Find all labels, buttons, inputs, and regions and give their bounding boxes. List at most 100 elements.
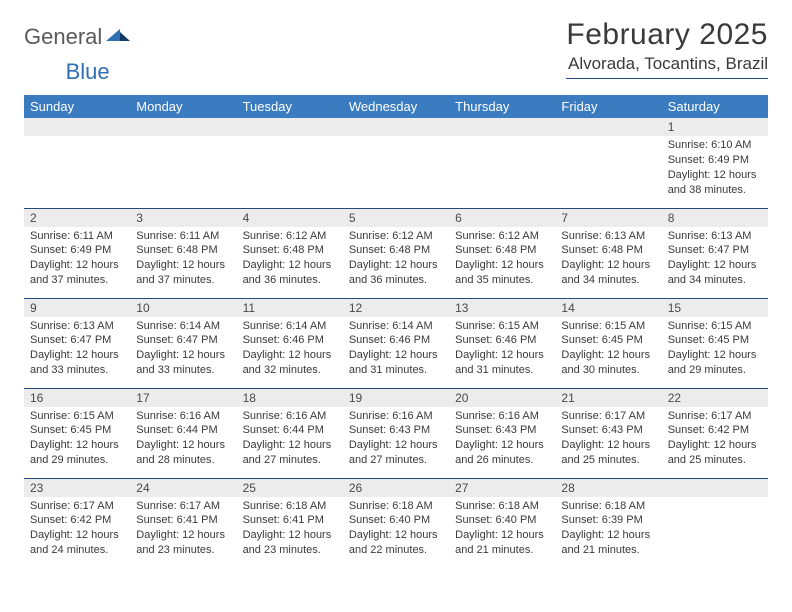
col-thursday: Thursday: [449, 95, 555, 118]
calendar-cell: 6Sunrise: 6:12 AMSunset: 6:48 PMDaylight…: [449, 208, 555, 298]
daylight-text: Daylight: 12 hours and 22 minutes.: [349, 528, 443, 558]
daylight-text: Daylight: 12 hours and 25 minutes.: [561, 438, 655, 468]
day-details: Sunrise: 6:15 AMSunset: 6:45 PMDaylight:…: [662, 317, 768, 382]
sunrise-text: Sunrise: 6:11 AM: [30, 229, 124, 244]
day-details: Sunrise: 6:13 AMSunset: 6:47 PMDaylight:…: [662, 227, 768, 292]
day-number: 18: [237, 389, 343, 407]
daylight-text: Daylight: 12 hours and 26 minutes.: [455, 438, 549, 468]
day-number: 4: [237, 209, 343, 227]
sunset-text: Sunset: 6:43 PM: [349, 423, 443, 438]
sunset-text: Sunset: 6:43 PM: [561, 423, 655, 438]
sunrise-text: Sunrise: 6:16 AM: [455, 409, 549, 424]
day-number: 5: [343, 209, 449, 227]
sunrise-text: Sunrise: 6:13 AM: [30, 319, 124, 334]
day-number: 16: [24, 389, 130, 407]
calendar-week: 1Sunrise: 6:10 AMSunset: 6:49 PMDaylight…: [24, 118, 768, 208]
sunrise-text: Sunrise: 6:17 AM: [136, 499, 230, 514]
calendar-table: Sunday Monday Tuesday Wednesday Thursday…: [24, 95, 768, 568]
day-number: [130, 118, 236, 136]
sunrise-text: Sunrise: 6:18 AM: [243, 499, 337, 514]
daylight-text: Daylight: 12 hours and 23 minutes.: [243, 528, 337, 558]
daylight-text: Daylight: 12 hours and 29 minutes.: [668, 348, 762, 378]
daylight-text: Daylight: 12 hours and 31 minutes.: [455, 348, 549, 378]
day-details: [237, 136, 343, 142]
day-details: Sunrise: 6:18 AMSunset: 6:40 PMDaylight:…: [449, 497, 555, 562]
sunrise-text: Sunrise: 6:12 AM: [455, 229, 549, 244]
sunset-text: Sunset: 6:48 PM: [455, 243, 549, 258]
calendar-week: 23Sunrise: 6:17 AMSunset: 6:42 PMDayligh…: [24, 478, 768, 568]
sunset-text: Sunset: 6:42 PM: [668, 423, 762, 438]
calendar-cell: [662, 478, 768, 568]
sunrise-text: Sunrise: 6:15 AM: [561, 319, 655, 334]
sunset-text: Sunset: 6:40 PM: [349, 513, 443, 528]
sunrise-text: Sunrise: 6:14 AM: [136, 319, 230, 334]
day-details: Sunrise: 6:14 AMSunset: 6:47 PMDaylight:…: [130, 317, 236, 382]
day-details: [343, 136, 449, 142]
sunrise-text: Sunrise: 6:17 AM: [561, 409, 655, 424]
calendar-cell: 16Sunrise: 6:15 AMSunset: 6:45 PMDayligh…: [24, 388, 130, 478]
sunrise-text: Sunrise: 6:15 AM: [455, 319, 549, 334]
daylight-text: Daylight: 12 hours and 35 minutes.: [455, 258, 549, 288]
day-details: Sunrise: 6:14 AMSunset: 6:46 PMDaylight:…: [343, 317, 449, 382]
calendar-cell: 3Sunrise: 6:11 AMSunset: 6:48 PMDaylight…: [130, 208, 236, 298]
sunset-text: Sunset: 6:45 PM: [561, 333, 655, 348]
day-number: 20: [449, 389, 555, 407]
sunset-text: Sunset: 6:48 PM: [243, 243, 337, 258]
calendar-week: 16Sunrise: 6:15 AMSunset: 6:45 PMDayligh…: [24, 388, 768, 478]
logo-mark-icon: [106, 25, 132, 43]
day-details: Sunrise: 6:18 AMSunset: 6:40 PMDaylight:…: [343, 497, 449, 562]
calendar-cell: 22Sunrise: 6:17 AMSunset: 6:42 PMDayligh…: [662, 388, 768, 478]
calendar-cell: [24, 118, 130, 208]
calendar-body: 1Sunrise: 6:10 AMSunset: 6:49 PMDaylight…: [24, 118, 768, 568]
day-number: 22: [662, 389, 768, 407]
day-number: 17: [130, 389, 236, 407]
day-number: [237, 118, 343, 136]
calendar-cell: 15Sunrise: 6:15 AMSunset: 6:45 PMDayligh…: [662, 298, 768, 388]
daylight-text: Daylight: 12 hours and 25 minutes.: [668, 438, 762, 468]
sunset-text: Sunset: 6:41 PM: [136, 513, 230, 528]
day-number: 9: [24, 299, 130, 317]
calendar-cell: 11Sunrise: 6:14 AMSunset: 6:46 PMDayligh…: [237, 298, 343, 388]
day-details: Sunrise: 6:17 AMSunset: 6:42 PMDaylight:…: [24, 497, 130, 562]
day-number: [555, 118, 661, 136]
sunset-text: Sunset: 6:46 PM: [349, 333, 443, 348]
day-details: Sunrise: 6:17 AMSunset: 6:42 PMDaylight:…: [662, 407, 768, 472]
day-details: [24, 136, 130, 142]
sunset-text: Sunset: 6:49 PM: [668, 153, 762, 168]
sunset-text: Sunset: 6:43 PM: [455, 423, 549, 438]
sunrise-text: Sunrise: 6:13 AM: [561, 229, 655, 244]
day-details: [662, 497, 768, 503]
day-number: 19: [343, 389, 449, 407]
day-number: [662, 479, 768, 497]
day-number: 7: [555, 209, 661, 227]
calendar-cell: 23Sunrise: 6:17 AMSunset: 6:42 PMDayligh…: [24, 478, 130, 568]
day-number: 1: [662, 118, 768, 136]
calendar-week: 9Sunrise: 6:13 AMSunset: 6:47 PMDaylight…: [24, 298, 768, 388]
day-details: Sunrise: 6:11 AMSunset: 6:48 PMDaylight:…: [130, 227, 236, 292]
day-number: [343, 118, 449, 136]
calendar-cell: 10Sunrise: 6:14 AMSunset: 6:47 PMDayligh…: [130, 298, 236, 388]
calendar-cell: 7Sunrise: 6:13 AMSunset: 6:48 PMDaylight…: [555, 208, 661, 298]
daylight-text: Daylight: 12 hours and 21 minutes.: [561, 528, 655, 558]
day-number: 15: [662, 299, 768, 317]
day-number: 21: [555, 389, 661, 407]
daylight-text: Daylight: 12 hours and 31 minutes.: [349, 348, 443, 378]
daylight-text: Daylight: 12 hours and 36 minutes.: [349, 258, 443, 288]
day-number: 24: [130, 479, 236, 497]
daylight-text: Daylight: 12 hours and 28 minutes.: [136, 438, 230, 468]
sunrise-text: Sunrise: 6:13 AM: [668, 229, 762, 244]
day-details: Sunrise: 6:17 AMSunset: 6:43 PMDaylight:…: [555, 407, 661, 472]
day-details: Sunrise: 6:16 AMSunset: 6:43 PMDaylight:…: [449, 407, 555, 472]
daylight-text: Daylight: 12 hours and 29 minutes.: [30, 438, 124, 468]
day-details: Sunrise: 6:12 AMSunset: 6:48 PMDaylight:…: [449, 227, 555, 292]
title-block: February 2025 Alvorada, Tocantins, Brazi…: [566, 18, 768, 79]
daylight-text: Daylight: 12 hours and 27 minutes.: [243, 438, 337, 468]
calendar-cell: 19Sunrise: 6:16 AMSunset: 6:43 PMDayligh…: [343, 388, 449, 478]
calendar-cell: 13Sunrise: 6:15 AMSunset: 6:46 PMDayligh…: [449, 298, 555, 388]
day-details: Sunrise: 6:16 AMSunset: 6:44 PMDaylight:…: [237, 407, 343, 472]
sunrise-text: Sunrise: 6:17 AM: [668, 409, 762, 424]
day-number: 2: [24, 209, 130, 227]
day-number: 28: [555, 479, 661, 497]
daylight-text: Daylight: 12 hours and 32 minutes.: [243, 348, 337, 378]
day-details: Sunrise: 6:18 AMSunset: 6:41 PMDaylight:…: [237, 497, 343, 562]
